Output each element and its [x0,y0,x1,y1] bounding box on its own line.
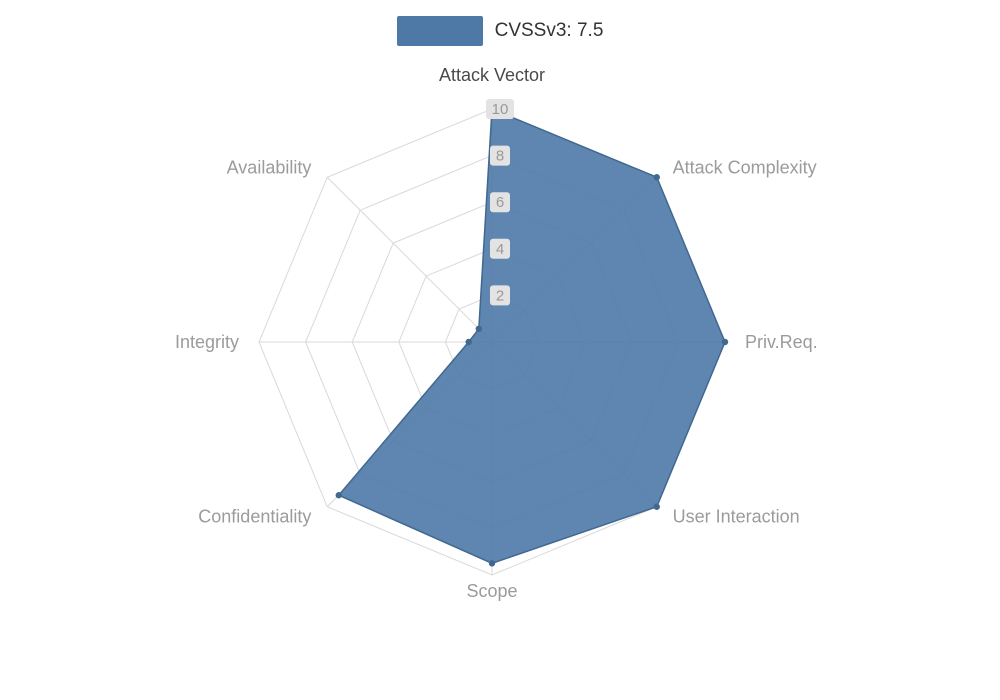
axis-label-confidentiality: Confidentiality [198,507,311,527]
tick-label: 6 [496,194,504,211]
axis-label-availability: Availability [227,157,312,177]
tick-label-bg [490,285,510,306]
series-point[interactable] [721,338,729,346]
tick-label-bg [486,99,514,119]
tick-label-bg [490,238,510,259]
tick-label-bg [490,192,510,213]
axis-label-integrity: Integrity [175,332,239,352]
series-point[interactable] [465,338,472,346]
tick-label: 10 [492,101,509,118]
axis-label-priv-req: Priv.Req. [745,332,818,352]
axis-label-scope: Scope [466,581,517,601]
series-point[interactable] [488,560,496,567]
series-point[interactable] [475,325,483,333]
axis-label-attack-complexity: Attack Complexity [673,157,817,177]
axis-label-user-interaction: User Interaction [673,507,800,527]
axis-label-attack-vector: Attack Vector [439,65,545,85]
tick-label: 4 [496,241,504,258]
tick-label-bg [490,145,510,166]
legend-swatch [396,16,483,46]
legend[interactable]: CVSSv3: 7.5 [0,16,1000,46]
tick-label: 2 [496,287,504,304]
legend-label: CVSSv3: 7.5 [494,20,604,41]
radar-spoke [326,176,493,343]
series-point[interactable] [653,174,660,181]
series-point[interactable] [653,503,660,510]
series-polygon[interactable] [337,107,726,565]
tick-label: 8 [496,148,504,165]
series-point[interactable] [335,492,342,499]
